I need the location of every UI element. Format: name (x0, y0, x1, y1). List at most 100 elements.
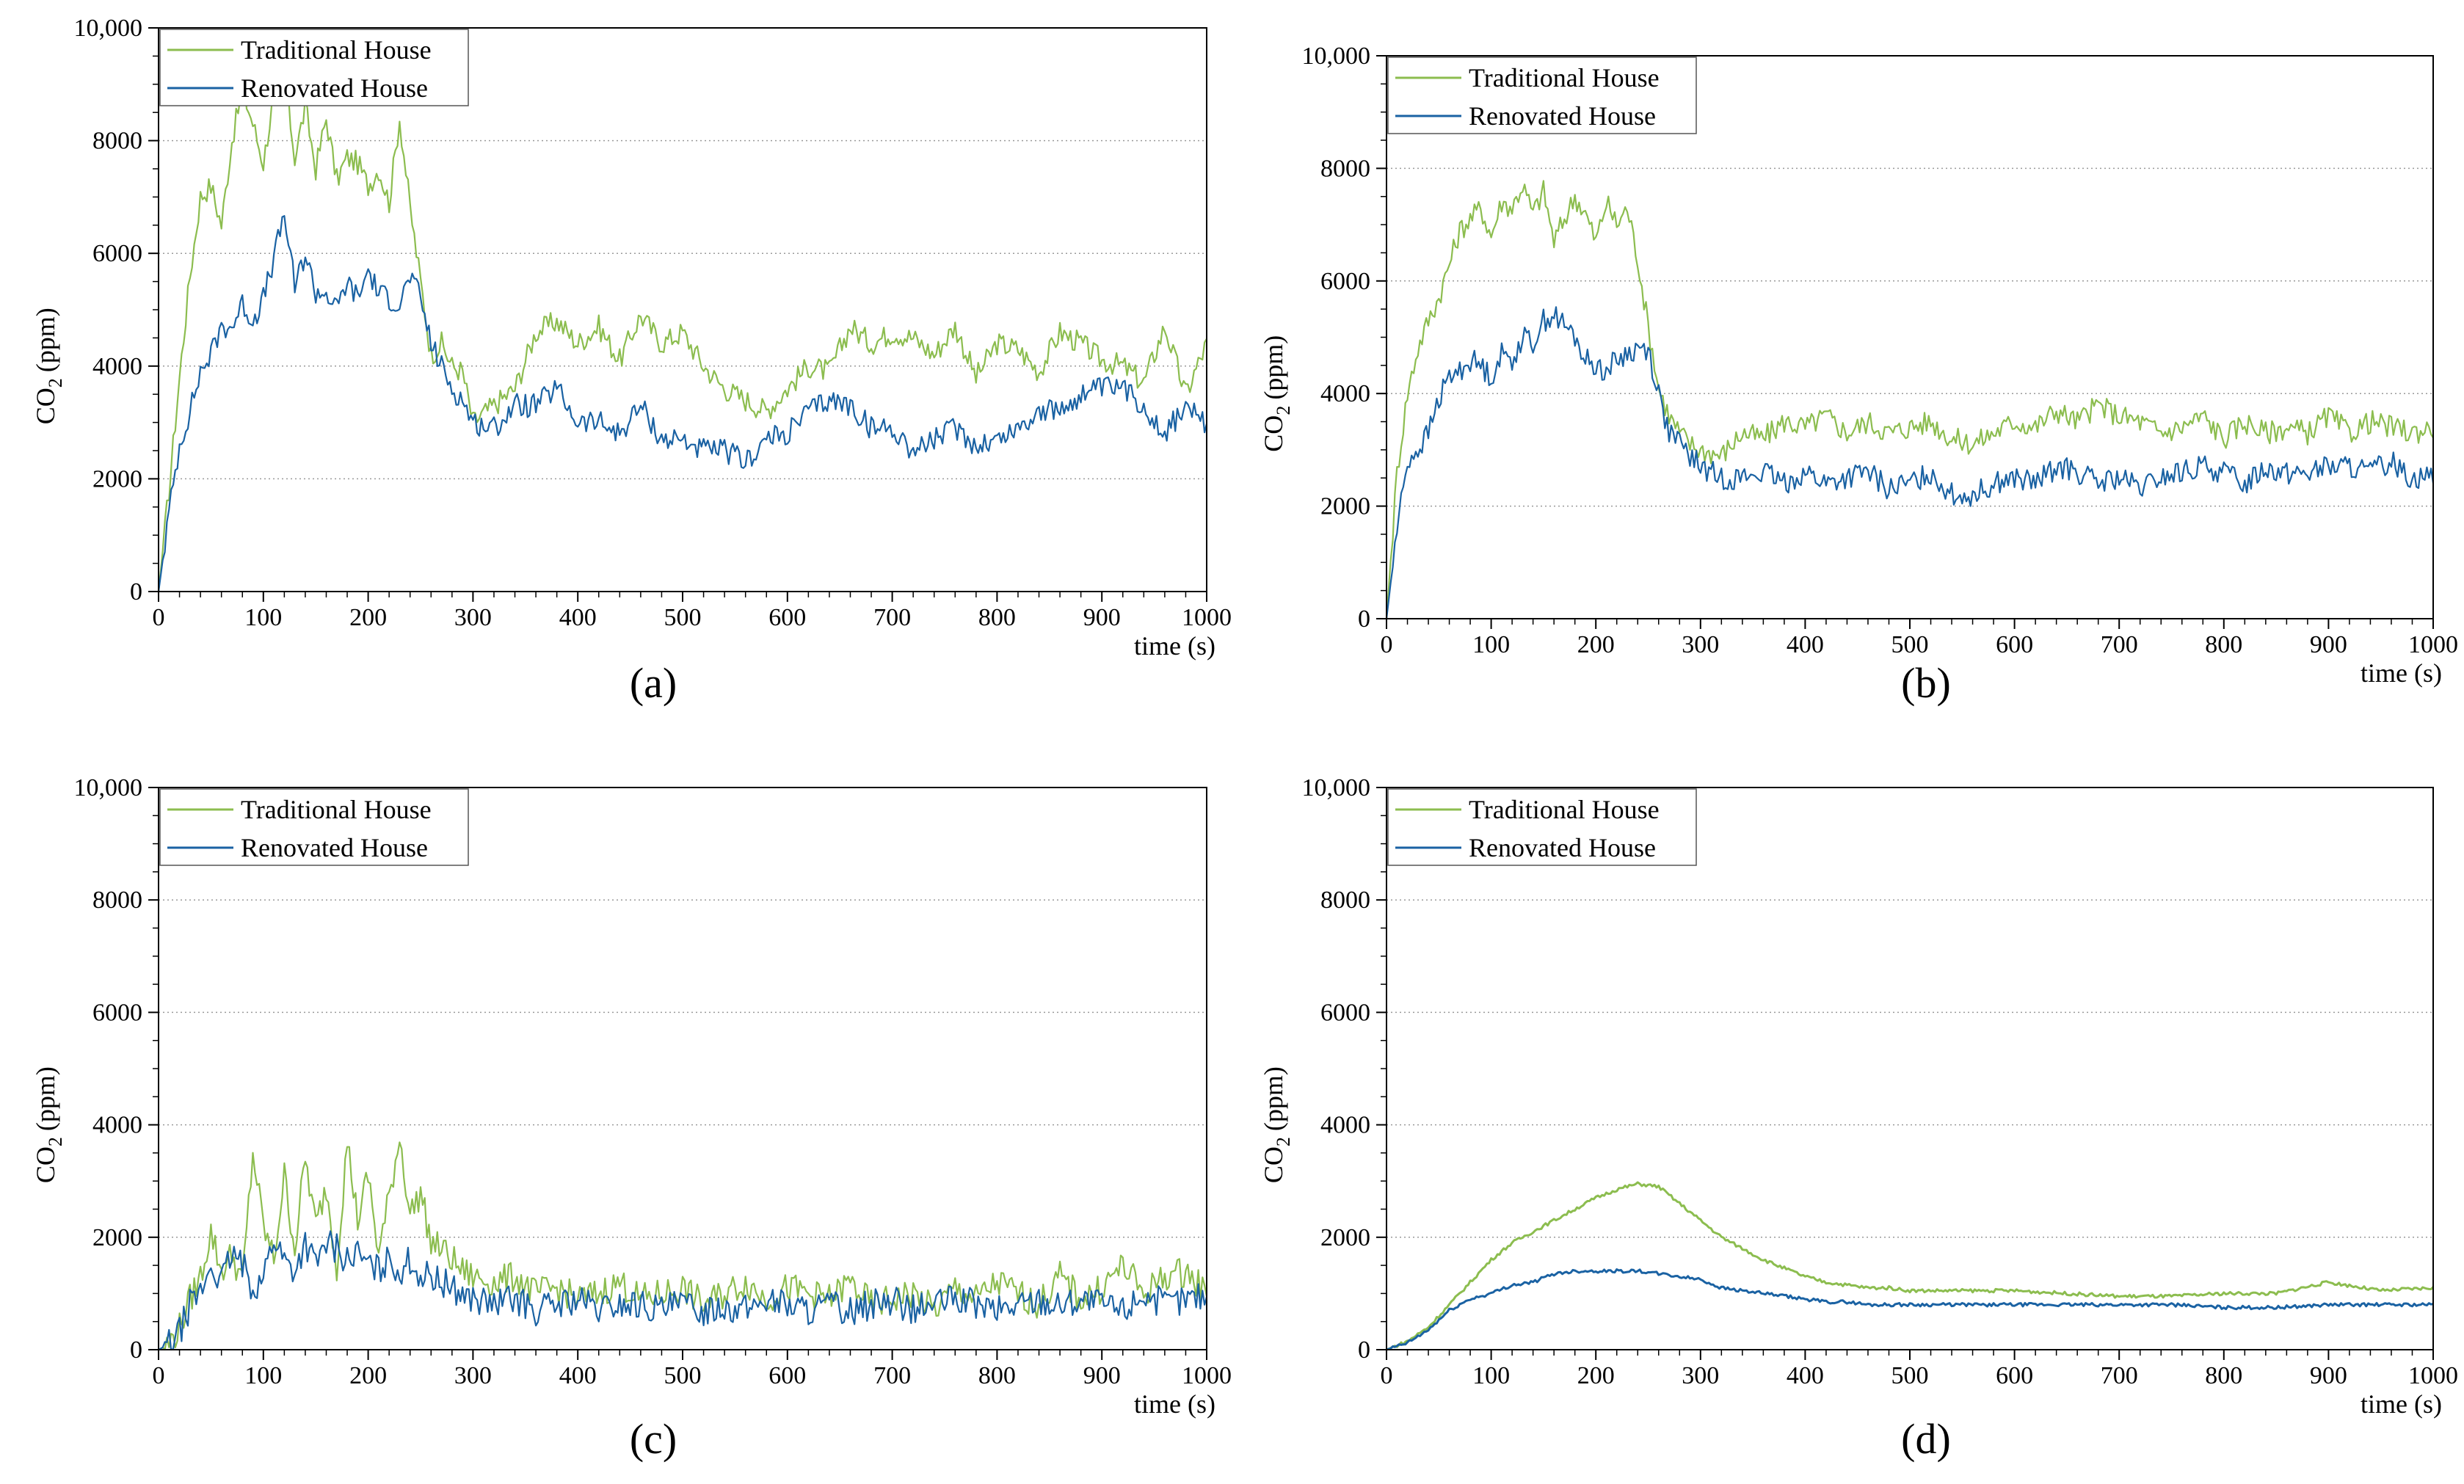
series-line-renovated (1385, 306, 2435, 619)
axis-ticks: 0 100 200 300 400 500 600 700 800 900 1000 0 2000 400… (74, 774, 1232, 1389)
y-tick-label: 8000 (92, 887, 142, 914)
x-tick-label: 500 (664, 1362, 702, 1389)
series-lines (157, 70, 1208, 592)
legend: Traditional House Renovated House (159, 788, 469, 866)
y-tick-label: 10,000 (1302, 774, 1371, 801)
y-tick-label: 4000 (92, 353, 142, 380)
y-tick-label: 6000 (1320, 268, 1370, 295)
y-tick-label: 0 (130, 578, 142, 605)
legend-label-renovated: Renovated House (241, 833, 428, 862)
legend-label-traditional: Traditional House (241, 35, 432, 65)
y-tick-label: 6000 (1320, 999, 1370, 1026)
x-tick-label: 600 (1996, 1362, 2033, 1389)
y-tick-label: 4000 (1320, 380, 1370, 407)
x-tick-label: 800 (978, 604, 1016, 631)
x-tick-label: 200 (349, 1362, 387, 1389)
y-tick-label: 4000 (92, 1112, 142, 1139)
x-axis-title: time (s) (1134, 1389, 1215, 1419)
x-tick-label: 800 (2205, 1362, 2242, 1389)
legend-box (1387, 57, 1697, 134)
legend-label-renovated: Renovated House (1469, 101, 1656, 131)
series-line-traditional (1385, 180, 2434, 619)
grid-lines (1387, 167, 2433, 507)
legend-label-traditional: Traditional House (1469, 63, 1660, 92)
x-tick-label: 900 (2310, 631, 2347, 658)
x-tick-label: 900 (1083, 1362, 1121, 1389)
x-tick-label: 200 (1577, 1362, 1615, 1389)
y-tick-label: 6000 (92, 999, 142, 1026)
x-axis-title: time (s) (2361, 1389, 2442, 1419)
x-tick-label: 100 (244, 604, 282, 631)
x-tick-label: 600 (768, 604, 806, 631)
grid-lines (159, 139, 1207, 480)
plot-frame (158, 27, 1207, 592)
x-tick-label: 500 (1891, 1362, 1929, 1389)
grid-lines (1387, 899, 2433, 1238)
y-axis-title: CO2(ppm) (1259, 1066, 1294, 1183)
y-tick-label: 2000 (92, 465, 142, 492)
series-line-traditional (1386, 1181, 2435, 1351)
axis-ticks: 0 100 200 300 400 500 600 700 800 900 1000 0 2000 400… (74, 15, 1232, 631)
x-tick-label: 1000 (1182, 604, 1232, 631)
legend: Traditional House Renovated House (159, 29, 469, 106)
series-lines (1385, 180, 2435, 619)
x-tick-label: 100 (1472, 631, 1510, 658)
y-axis-title: CO2(ppm) (31, 308, 66, 424)
x-tick-label: 600 (1996, 631, 2033, 658)
x-tick-label: 0 (1381, 631, 1393, 658)
x-tick-label: 200 (349, 604, 387, 631)
x-tick-label: 300 (454, 604, 492, 631)
panel-label: (c) (630, 1415, 677, 1463)
y-tick-label: 4000 (1320, 1112, 1370, 1139)
y-tick-label: 8000 (1320, 155, 1370, 182)
x-tick-label: 100 (244, 1362, 282, 1389)
x-tick-label: 100 (1472, 1362, 1510, 1389)
legend-box (159, 29, 469, 106)
x-tick-label: 700 (873, 604, 911, 631)
y-tick-label: 8000 (92, 128, 142, 155)
x-axis-title: time (s) (2361, 658, 2442, 688)
panel-label: (d) (1901, 1415, 1951, 1463)
legend-box (159, 788, 469, 866)
series-line-renovated (158, 1230, 1208, 1351)
x-tick-label: 700 (2101, 631, 2138, 658)
x-tick-label: 400 (1787, 631, 1824, 658)
axis-ticks: 0 100 200 300 400 500 600 700 800 900 1000 0 2000 400… (1302, 43, 2459, 658)
legend-box (1387, 788, 1697, 866)
x-tick-label: 200 (1577, 631, 1615, 658)
x-tick-label: 400 (559, 1362, 597, 1389)
plot-frame (158, 787, 1207, 1350)
y-axis-title: CO2(ppm) (1259, 335, 1294, 452)
y-tick-label: 10,000 (1302, 43, 1371, 70)
y-tick-label: 0 (1358, 605, 1370, 633)
y-tick-label: 2000 (92, 1224, 142, 1251)
x-tick-label: 400 (559, 604, 597, 631)
x-tick-label: 900 (2310, 1362, 2347, 1389)
x-tick-label: 400 (1787, 1362, 1824, 1389)
series-line-renovated (157, 215, 1208, 592)
x-tick-label: 1000 (2408, 1362, 2458, 1389)
x-tick-label: 0 (153, 1362, 165, 1389)
x-tick-label: 500 (1891, 631, 1929, 658)
x-tick-label: 500 (664, 604, 702, 631)
x-tick-label: 900 (1083, 604, 1121, 631)
x-tick-label: 800 (2205, 631, 2242, 658)
x-tick-label: 800 (978, 1362, 1016, 1389)
y-tick-label: 0 (1358, 1336, 1370, 1364)
legend-label-traditional: Traditional House (1469, 795, 1660, 824)
series-line-traditional (157, 70, 1207, 592)
y-axis-title: CO2(ppm) (31, 1066, 66, 1183)
series-lines (1386, 1181, 2435, 1351)
y-tick-label: 10,000 (74, 774, 143, 801)
panel-a: 0 100 200 300 400 500 600 700 800 900 1000 0 2000 400… (31, 15, 1232, 707)
x-tick-label: 1000 (1182, 1362, 1232, 1389)
x-tick-label: 300 (1682, 1362, 1719, 1389)
panel-c: 0 100 200 300 400 500 600 700 800 900 1000 0 2000 400… (31, 774, 1232, 1463)
axis-ticks: 0 100 200 300 400 500 600 700 800 900 1000 0 2000 400… (1302, 774, 2459, 1389)
legend: Traditional House Renovated House (1387, 788, 1697, 866)
panel-label: (a) (630, 659, 677, 707)
x-tick-label: 300 (1682, 631, 1719, 658)
panel-label: (b) (1901, 659, 1951, 707)
x-tick-label: 700 (873, 1362, 911, 1389)
x-tick-label: 1000 (2408, 631, 2458, 658)
